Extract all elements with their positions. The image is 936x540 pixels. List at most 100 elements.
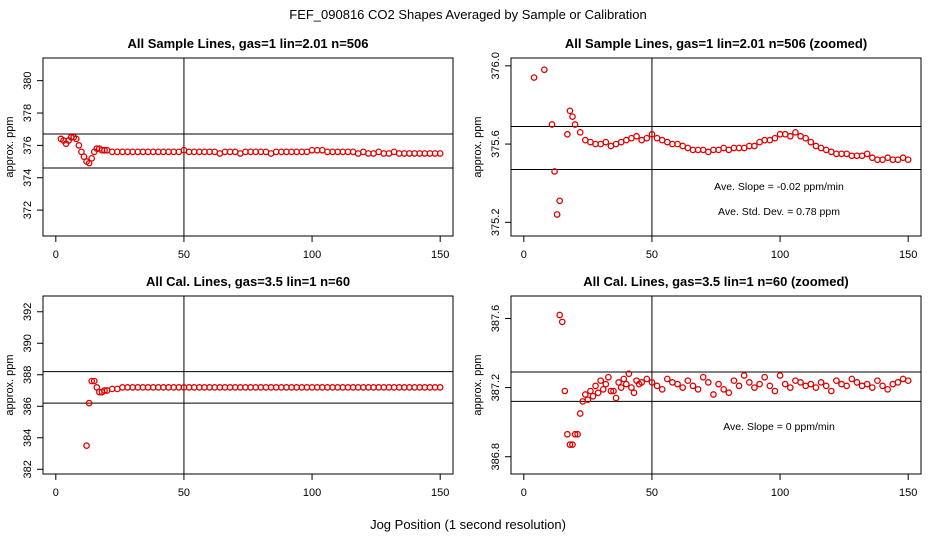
data-point <box>625 370 633 378</box>
data-point <box>771 134 779 142</box>
data-point <box>85 399 93 407</box>
data-point <box>602 380 610 388</box>
data-point <box>584 396 592 404</box>
data-point <box>72 135 80 143</box>
data-point <box>592 382 599 390</box>
data-point <box>643 375 651 383</box>
data-point <box>797 379 804 386</box>
data-point <box>761 373 769 381</box>
y-tick-label: 384 <box>22 429 34 447</box>
y-tick-label: 372 <box>22 201 34 219</box>
data-point <box>556 197 564 205</box>
x-tick-label: 150 <box>899 487 917 499</box>
data-point <box>817 379 825 386</box>
panel-1: All Sample Lines, gas=1 lin=2.01 n=506 0 5… <box>4 36 454 261</box>
figure-xlabel: Jog Position (1 second resolution) <box>370 517 566 532</box>
panel-title: All Cal. Lines, gas=3.5 lin=1 n=60 (zoom… <box>583 274 849 289</box>
x-tick-label: 100 <box>303 487 321 499</box>
data-point <box>868 384 876 391</box>
data-point <box>710 391 717 398</box>
x-tick-label: 50 <box>178 487 190 499</box>
x-tick-label: 0 <box>53 487 59 499</box>
data-point <box>587 387 594 395</box>
data-point <box>597 377 605 385</box>
data-point <box>894 379 902 386</box>
annotation-text: Ave. Std. Dev. = 0.78 ppm <box>718 206 840 218</box>
data-point <box>436 384 444 391</box>
data-point <box>848 375 856 383</box>
data-point <box>699 373 707 381</box>
data-point <box>558 318 566 326</box>
data-point <box>751 142 758 150</box>
panel-title: All Sample Lines, gas=1 lin=2.01 n=506 (… <box>565 36 867 51</box>
data-point <box>569 441 576 448</box>
data-point <box>561 387 569 395</box>
data-point <box>843 382 851 390</box>
y-tick-label: 392 <box>22 303 34 321</box>
data-point <box>725 389 733 397</box>
data-point <box>88 154 96 162</box>
data-point <box>663 375 671 383</box>
data-point <box>679 384 687 391</box>
annotation-text: Ave. Slope = -0.02 ppm/min <box>714 181 844 193</box>
data-point <box>612 394 620 402</box>
data-point <box>776 372 784 379</box>
data-point <box>594 389 602 397</box>
y-tick-label: 376.0 <box>490 52 502 80</box>
data-point <box>648 379 656 386</box>
data-point <box>581 391 589 398</box>
data-point <box>101 387 108 394</box>
x-tick-label: 150 <box>431 249 449 261</box>
data-point <box>807 380 815 388</box>
data-point <box>569 113 576 121</box>
data-point <box>786 132 794 140</box>
data-point <box>88 377 96 385</box>
data-point <box>564 430 571 438</box>
data-point <box>751 384 758 391</box>
data-point <box>620 375 628 383</box>
x-tick-label: 150 <box>899 249 917 261</box>
data-point <box>599 385 607 393</box>
data-point <box>658 385 666 393</box>
x-tick-label: 150 <box>431 487 449 499</box>
x-tick-label: 50 <box>178 249 190 261</box>
data-point <box>576 128 584 136</box>
x-tick-label: 50 <box>646 487 658 499</box>
data-point <box>548 121 556 128</box>
data-point <box>90 377 98 385</box>
data-point <box>694 385 702 393</box>
figure-suptitle: FEF_090816 CO2 Shapes Averaged by Sample… <box>289 7 646 22</box>
data-points <box>83 377 444 449</box>
x-tick-label: 100 <box>771 249 789 261</box>
y-axis-label: approx. ppm <box>4 116 16 177</box>
data-point <box>853 379 861 386</box>
x-tick-label: 50 <box>646 249 658 261</box>
data-point <box>756 380 763 388</box>
data-point <box>874 377 881 385</box>
data-point <box>622 380 630 388</box>
data-point <box>812 384 820 391</box>
data-point <box>802 134 810 142</box>
x-tick-label: 100 <box>303 249 321 261</box>
data-point <box>75 142 83 149</box>
data-point <box>638 379 646 386</box>
data-point <box>674 380 681 388</box>
data-point <box>704 379 712 386</box>
x-tick-label: 0 <box>521 249 527 261</box>
data-point <box>566 441 574 448</box>
panel-4: All Cal. Lines, gas=3.5 lin=1 n=60 (zoom… <box>472 274 922 499</box>
y-tick-label: 387.6 <box>490 305 502 333</box>
data-point <box>904 377 912 385</box>
y-tick-label: 380 <box>22 71 34 89</box>
panel-2: All Sample Lines, gas=1 lin=2.01 n=506 (… <box>472 36 922 261</box>
annotation-text: Ave. Slope = 0 ppm/min <box>723 421 835 433</box>
data-point <box>571 121 579 128</box>
y-tick-label: 375.2 <box>490 209 502 237</box>
y-axis-label: approx. ppm <box>472 354 484 415</box>
data-point <box>730 377 738 385</box>
data-points <box>530 66 912 218</box>
data-point <box>827 387 835 395</box>
data-point <box>766 382 774 390</box>
data-point <box>574 430 581 438</box>
data-point <box>602 138 610 146</box>
